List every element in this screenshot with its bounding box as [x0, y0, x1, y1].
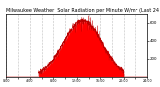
Text: Milwaukee Weather  Solar Radiation per Minute W/m² (Last 24 Hours): Milwaukee Weather Solar Radiation per Mi…	[6, 8, 160, 13]
